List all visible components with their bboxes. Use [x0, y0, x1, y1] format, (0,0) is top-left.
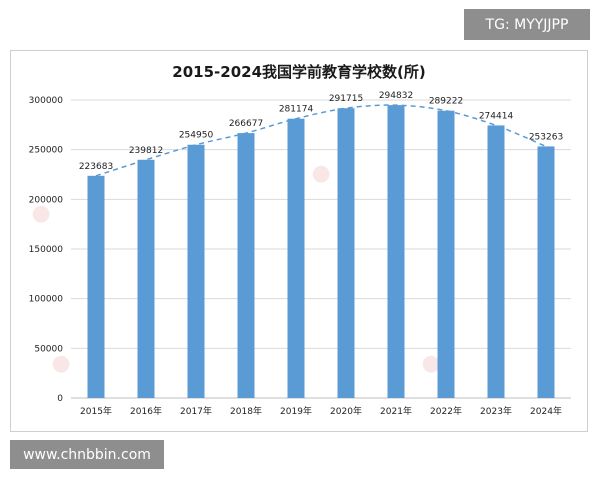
bar: [237, 133, 255, 399]
x-tick-label: 2022年: [430, 405, 462, 417]
y-tick-label: 100000: [29, 295, 64, 305]
data-label: 281174: [279, 105, 314, 115]
bar: [287, 118, 305, 398]
data-label: 289222: [429, 97, 463, 107]
bar: [487, 125, 505, 398]
x-tick-label: 2020年: [330, 405, 362, 417]
chart-frame: 2015-2024我国学前教育学校数(所) ● ● ● ● 0 50000 1000…: [10, 50, 588, 432]
bar-chart: 0 50000 100000 150000 200000 250000 300000 2236…: [29, 91, 571, 417]
x-tick-label: 2017年: [180, 405, 212, 417]
y-tick-label: 0: [57, 394, 63, 404]
x-tick-label: 2021年: [380, 405, 412, 417]
data-label: 253263: [529, 132, 563, 142]
y-tick-label: 150000: [29, 245, 64, 255]
data-label: 274414: [479, 111, 514, 121]
bar: [187, 144, 205, 398]
data-label: 223683: [79, 162, 113, 172]
y-tick-label: 250000: [29, 146, 64, 156]
y-tick-label: 50000: [34, 344, 63, 354]
data-label: 266677: [229, 119, 263, 129]
x-tick-label: 2018年: [230, 405, 262, 417]
y-tick-label: 200000: [29, 195, 64, 205]
x-tick-label: 2023年: [480, 405, 512, 417]
x-tick-label: 2024年: [530, 405, 562, 417]
bar: [87, 175, 105, 398]
x-tick-label: 2019年: [280, 405, 312, 417]
data-label: 294832: [379, 91, 413, 101]
chart-title: 2015-2024我国学前教育学校数(所): [172, 63, 426, 81]
x-tick-label: 2016年: [130, 405, 162, 417]
y-tick-label: 300000: [29, 96, 64, 106]
bar: [387, 105, 405, 398]
tg-badge: TG: MYYJJPP: [464, 9, 590, 40]
bar: [537, 146, 555, 398]
data-label: 239812: [129, 146, 163, 156]
bar: [137, 159, 155, 398]
bar: [437, 110, 455, 398]
site-badge: www.chnbbin.com: [10, 440, 164, 469]
data-label: 254950: [179, 131, 214, 141]
x-tick-label: 2015年: [80, 405, 112, 417]
data-label: 291715: [329, 94, 363, 104]
bar: [337, 108, 355, 398]
